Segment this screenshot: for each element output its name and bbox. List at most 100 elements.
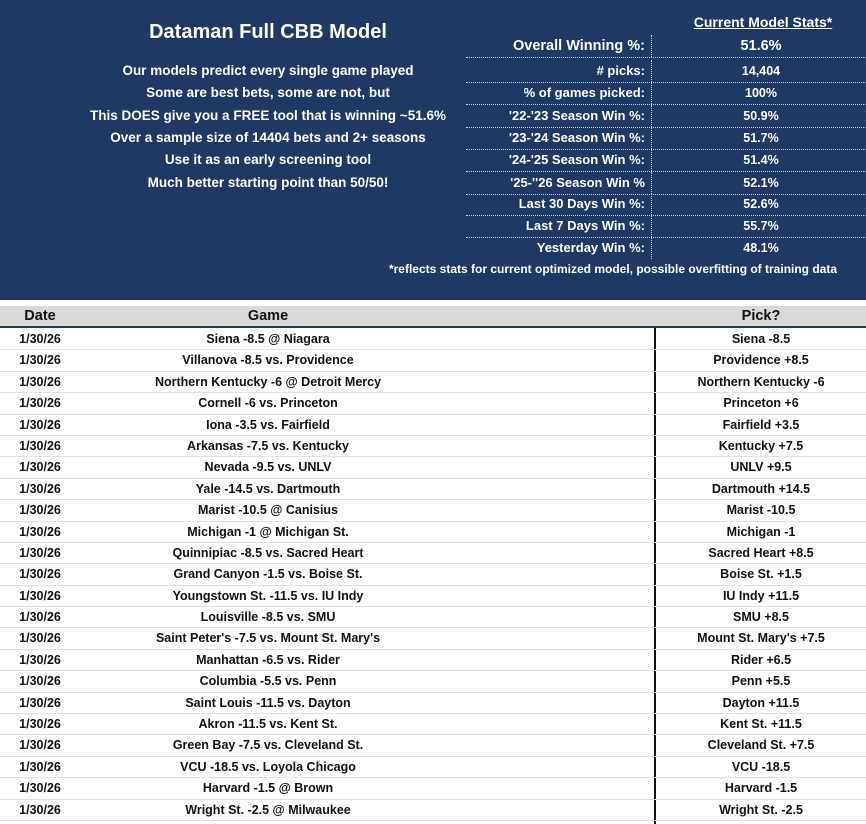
pitch-line: Some are best bets, some are not, but	[146, 85, 390, 100]
stat-label: '23-'24 Season Win %:	[466, 127, 652, 149]
cell-date: 1/30/26	[19, 652, 61, 667]
cell-date: 1/30/26	[19, 332, 61, 346]
stat-label: Overall Winning %:	[466, 35, 652, 57]
stat-row: Overall Winning %: 51.6%	[466, 35, 866, 58]
stat-row: % of games picked: 100%	[466, 82, 866, 105]
cell-game: Columbia -5.5 vs. Penn	[199, 674, 337, 689]
stat-value: 52.1%	[743, 176, 779, 190]
table-row: 1/30/26 Louisville -8.5 vs. SMU SMU +8.5	[0, 607, 866, 629]
cell-game: Nevada -9.5 vs. UNLV	[204, 460, 332, 475]
stats-footnote: *reflects stats for current optimized mo…	[388, 262, 838, 276]
stat-row: Last 30 Days Win %: 52.6%	[466, 193, 866, 216]
column-header-game: Game	[247, 308, 289, 324]
cell-pick: Marist -10.5	[726, 503, 796, 518]
cell-pick: Rider +6.5	[730, 652, 792, 667]
cell-game: Iona -3.5 vs. Fairfield	[206, 417, 330, 432]
stat-label: '22-'23 Season Win %:	[466, 105, 652, 127]
cell-game: Wright St. -2.5 @ Milwaukee	[185, 802, 351, 817]
table-row: 1/30/26 Nevada -9.5 vs. UNLV UNLV +9.5	[0, 457, 866, 479]
stat-label: Last 30 Days Win %:	[466, 193, 652, 215]
table-row: 1/30/26 Villanova -8.5 vs. Providence Prov…	[0, 350, 866, 372]
cell-date: 1/30/26	[19, 674, 61, 689]
stat-row: '23-'24 Season Win %: 51.7%	[466, 127, 866, 150]
table-row: 1/30/26 Siena -8.5 @ Niagara Siena -8.5	[0, 329, 866, 351]
stat-value: 51.6%	[740, 38, 782, 54]
cell-game: Manhattan -6.5 vs. Rider	[196, 652, 340, 667]
table-row: 1/30/26 Youngstown St. -11.5 vs. IU Indy I…	[0, 586, 866, 608]
cell-game: Saint Louis -11.5 vs. Dayton	[185, 695, 351, 710]
cell-game: Green Bay -7.5 vs. Cleveland St.	[172, 738, 364, 753]
table-row: 1/30/26 Manhattan -6.5 vs. Rider Rider +6.…	[0, 650, 866, 672]
cell-date: 1/30/26	[19, 481, 61, 496]
cell-date: 1/30/26	[19, 631, 61, 646]
stat-label: Last 7 Days Win %:	[466, 215, 652, 237]
table-row: 1/30/26 Harvard -1.5 @ Brown Harvard -1.5	[0, 778, 866, 800]
cell-pick: Boise St. +1.5	[720, 567, 802, 582]
stat-value: 14,404	[741, 64, 781, 78]
cell-date: 1/30/26	[19, 695, 61, 710]
stat-row: '22-'23 Season Win %: 50.9%	[466, 105, 866, 128]
table-row: 1/30/26 Arkansas -7.5 vs. Kentucky Kentuck…	[0, 436, 866, 458]
cell-game: VCU -18.5 vs. Loyola Chicago	[180, 759, 356, 774]
stat-row: '24-'25 Season Win %: 51.4%	[466, 149, 866, 172]
cell-pick: VCU -18.5	[731, 759, 791, 774]
cell-game: Northern Kentucky -6 @ Detroit Mercy	[154, 374, 382, 389]
stat-label: '24-'25 Season Win %:	[466, 149, 652, 171]
table-row: 1/30/26 Wright St. -2.5 @ Milwaukee Wright…	[0, 800, 866, 821]
cell-game: Arkansas -7.5 vs. Kentucky	[187, 438, 349, 453]
cell-pick: Providence +8.5	[713, 353, 809, 368]
cell-pick: Siena -8.5	[731, 332, 791, 346]
pitch-line: This DOES give you a FREE tool that is w…	[90, 108, 446, 123]
table-row: 1/30/26 Iona -3.5 vs. Fairfield Fairfield …	[0, 415, 866, 436]
cell-date: 1/30/26	[19, 802, 61, 817]
cell-pick: Kentucky +7.5	[718, 438, 804, 453]
cell-pick: UNLV +9.5	[730, 460, 792, 475]
picks-table-body: 1/30/26 Siena -8.5 @ Niagara Siena -8.5 1/…	[0, 329, 866, 821]
cell-game: Youngstown St. -11.5 vs. IU Indy	[172, 588, 364, 603]
table-row: 1/30/26 Akron -11.5 vs. Kent St. Kent St. …	[0, 714, 866, 736]
column-header-date: Date	[24, 308, 56, 324]
table-row: 1/30/26 Yale -14.5 vs. Dartmouth Dartmouth…	[0, 479, 866, 501]
stat-value: 51.4%	[743, 153, 779, 167]
model-info-banner: Dataman Full CBB Model Our models predic…	[0, 0, 866, 300]
cell-pick: Fairfield +3.5	[722, 417, 800, 432]
stat-value: 52.6%	[743, 197, 779, 211]
table-row: 1/30/26 Marist -10.5 @ Canisius Marist -10…	[0, 500, 866, 522]
column-header-pick: Pick?	[741, 308, 781, 324]
stat-value: 50.9%	[743, 109, 779, 123]
cell-game: Siena -8.5 @ Niagara	[206, 332, 330, 346]
cell-pick: Mount St. Mary's +7.5	[697, 631, 825, 646]
table-row: 1/30/26 Green Bay -7.5 vs. Cleveland St. C…	[0, 735, 866, 757]
cell-game: Harvard -1.5 @ Brown	[202, 781, 334, 796]
cell-date: 1/30/26	[19, 781, 61, 796]
pitch-line: Our models predict every single game pla…	[122, 63, 414, 78]
stat-row: '25-''26 Season Win % 52.1%	[466, 172, 866, 195]
cell-game: Villanova -8.5 vs. Providence	[182, 353, 354, 368]
cell-date: 1/30/26	[19, 738, 61, 753]
cell-game: Quinnipiac -8.5 vs. Sacred Heart	[172, 545, 364, 560]
cell-date: 1/30/26	[19, 588, 61, 603]
cell-date: 1/30/26	[19, 503, 61, 518]
stat-label: # picks:	[466, 60, 652, 82]
table-row: 1/30/26 Cornell -6 vs. Princeton Princeton…	[0, 393, 866, 415]
table-row: 1/30/26 Grand Canyon -1.5 vs. Boise St. Bo…	[0, 564, 866, 586]
cell-date: 1/30/26	[19, 438, 61, 453]
cell-date: 1/30/26	[19, 545, 61, 560]
table-row: 1/30/26 Columbia -5.5 vs. Penn Penn +5.5	[0, 671, 866, 693]
table-row: 1/30/26 VCU -18.5 vs. Loyola Chicago VCU -…	[0, 757, 866, 779]
cell-pick: Dartmouth +14.5	[711, 481, 811, 496]
stat-value: 55.7%	[743, 219, 779, 233]
stat-label: % of games picked:	[466, 82, 652, 104]
cell-game: Cornell -6 vs. Princeton	[198, 396, 338, 411]
stats-header: Current Model Stats*	[693, 14, 833, 30]
cell-date: 1/30/26	[19, 417, 61, 432]
cell-date: 1/30/26	[19, 460, 61, 475]
stat-value: 48.1%	[743, 241, 779, 255]
stat-value: 100%	[745, 86, 777, 100]
pitch-line: Much better starting point than 50/50!	[147, 175, 389, 190]
cell-date: 1/30/26	[19, 396, 61, 411]
table-row: 1/30/26 Quinnipiac -8.5 vs. Sacred Heart S…	[0, 543, 866, 565]
cell-game: Akron -11.5 vs. Kent St.	[198, 717, 338, 732]
table-row: 1/30/26 Saint Louis -11.5 vs. Dayton Dayto…	[0, 693, 866, 715]
stat-row: # picks: 14,404	[466, 60, 866, 83]
